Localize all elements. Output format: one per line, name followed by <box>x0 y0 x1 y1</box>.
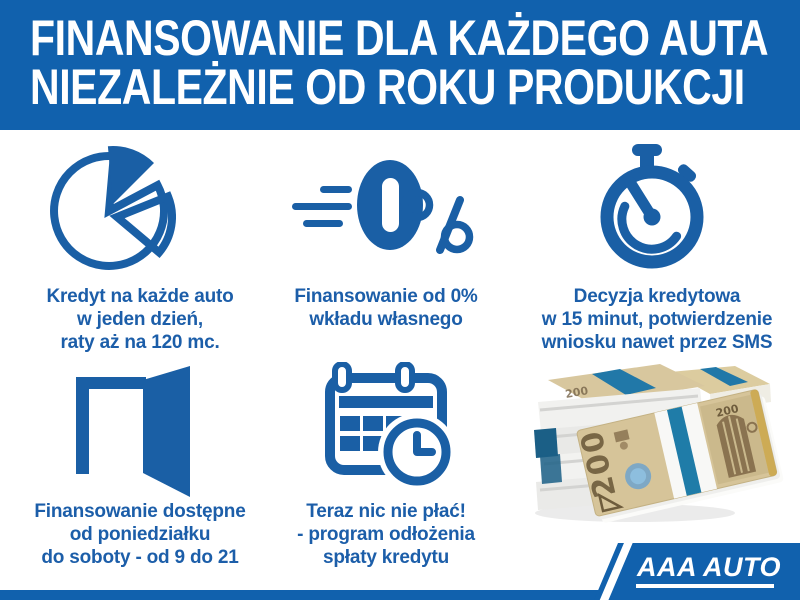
header-banner: FINANSOWANIE DLA KAŻDEGO AUTA NIEZALEŻNI… <box>0 0 800 130</box>
feature-line: wniosku nawet przez SMS <box>541 332 773 353</box>
feature-line: - program odłożenia <box>297 524 475 545</box>
header-title-line2: NIEZALEŻNIE OD ROKU PRODUKCJI <box>30 59 745 115</box>
header-title-line1: FINANSOWANIE DLA KAŻDEGO AUTA <box>30 10 769 66</box>
zero-percent-icon <box>292 160 474 254</box>
feature-line: w 15 minut, potwierdzenie <box>541 309 773 330</box>
feature-line: wkładu własnego <box>309 309 463 330</box>
feature-line: Finansowanie dostępne <box>34 501 246 522</box>
feature-line: do soboty - od 9 do 21 <box>41 547 239 568</box>
feature-text-credit: Kredyt na każde auto w jeden dzień, raty… <box>10 285 270 354</box>
feature-text-decision: Decyzja kredytowa w 15 minut, potwierdze… <box>524 285 790 354</box>
feature-line: Decyzja kredytowa <box>573 286 741 307</box>
logo-underline <box>636 584 774 588</box>
feature-line: spłaty kredytu <box>322 547 450 568</box>
calendar-clock-icon <box>325 362 456 491</box>
open-door-icon <box>76 366 190 497</box>
feature-line: Teraz nic nie płać! <box>306 501 466 522</box>
feature-line: Finansowanie od 0% <box>294 286 478 307</box>
feature-line: Kredyt na każde auto <box>46 286 234 307</box>
aaa-auto-logo: AAA AUTO <box>594 543 800 600</box>
logo-text: AAA AUTO <box>637 552 781 582</box>
banknote-value-label: 200 <box>564 384 589 401</box>
stopwatch-icon <box>600 144 704 269</box>
feature-line: w jeden dzień, <box>77 309 203 330</box>
bottom-blue-strip <box>0 590 800 600</box>
feature-text-availability: Finansowanie dostępne od poniedziałku do… <box>10 500 270 569</box>
pie-chart-icon <box>50 145 176 270</box>
money-stacks-image: 200 200 200 <box>534 364 784 523</box>
feature-line: raty aż na 120 mc. <box>60 332 220 353</box>
feature-line: od poniedziałku <box>69 524 211 545</box>
feature-text-deferred-payment: Teraz nic nie płać! - program odłożenia … <box>262 500 510 569</box>
feature-text-zero-percent: Finansowanie od 0% wkładu własnego <box>262 285 510 331</box>
